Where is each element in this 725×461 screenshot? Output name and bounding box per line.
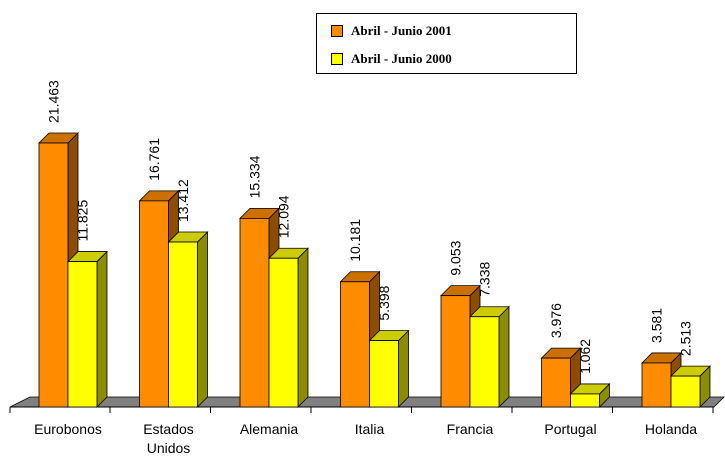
bar-2000-4 (469, 305, 510, 408)
data-label-2001-6: 3.581 (649, 308, 665, 343)
legend-item-2000: Abril - Junio 2000 (331, 51, 452, 67)
data-label-2001-4: 9.053 (448, 240, 464, 275)
category-label-6: Holanda (645, 421, 697, 437)
data-label-2001-5: 3.976 (548, 303, 564, 338)
bar-2000-3 (368, 329, 410, 408)
category-label-2: Alemania (240, 421, 299, 437)
category-label-4: Francia (447, 421, 494, 437)
data-label-2000-0: 11.825 (75, 200, 91, 242)
bar-2000-0 (67, 250, 108, 408)
data-label-2000-4: 7.338 (477, 261, 493, 296)
data-label-2001-3: 10.181 (347, 219, 363, 262)
data-label-2000-3: 5.398 (376, 285, 392, 320)
data-label-2000-2: 12.094 (276, 195, 292, 238)
data-label-2001-0: 21.463 (46, 80, 62, 123)
bar-2000-2 (268, 247, 309, 408)
bar-2000-5 (569, 382, 611, 408)
bar-2000-1 (167, 231, 209, 408)
category-label-1: Estados Unidos (143, 421, 194, 456)
category-label-3: Italia (355, 421, 385, 437)
legend: Abril - Junio 2001 Abril - Junio 2000 (316, 13, 577, 74)
category-label-0: Eurobonos (34, 421, 102, 437)
data-label-2000-6: 2.513 (678, 321, 694, 356)
legend-swatch-2000 (331, 53, 343, 65)
legend-swatch-2001 (331, 25, 343, 37)
legend-item-2001: Abril - Junio 2001 (331, 23, 452, 39)
legend-label-2000: Abril - Junio 2000 (351, 51, 452, 66)
data-label-2000-1: 13.412 (175, 179, 191, 222)
category-label-5: Portugal (544, 421, 596, 437)
data-label-2000-5: 1.062 (577, 339, 593, 374)
data-label-2001-2: 15.334 (247, 155, 263, 198)
data-label-2001-1: 16.761 (146, 138, 162, 181)
bar-2000-6 (670, 365, 711, 408)
legend-label-2001: Abril - Junio 2001 (351, 23, 452, 38)
